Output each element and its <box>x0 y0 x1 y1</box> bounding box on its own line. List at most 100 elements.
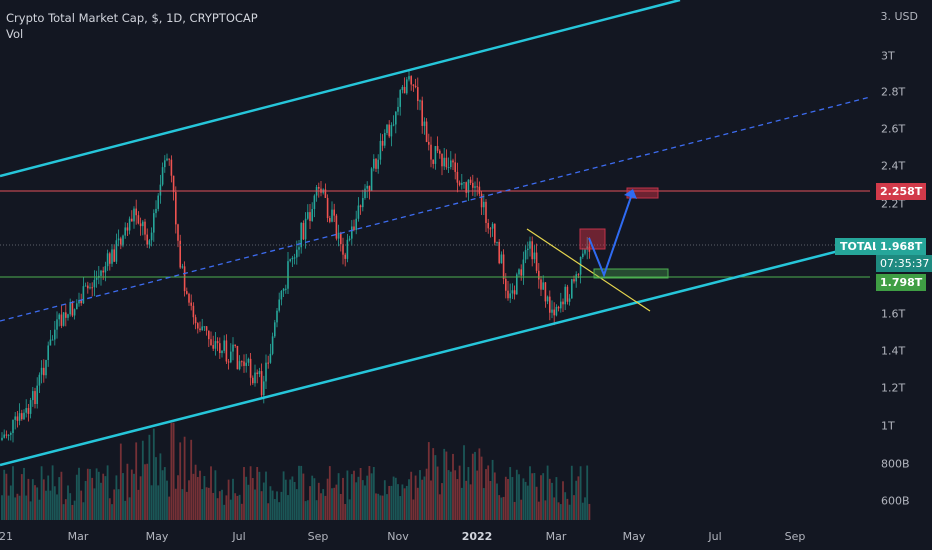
candle-body <box>148 240 151 245</box>
bar-countdown-badge: 07:35:37 <box>876 255 932 272</box>
volume-bar <box>452 453 454 520</box>
volume-bar <box>236 495 239 520</box>
candle-body <box>10 432 12 435</box>
volume-bar <box>269 486 272 520</box>
volume-bar <box>584 497 586 520</box>
candle-body <box>91 287 93 289</box>
volume-bar <box>172 422 175 520</box>
candle-body <box>214 341 217 349</box>
candle-body <box>447 166 450 168</box>
volume-bar <box>245 476 248 520</box>
volume-bar <box>282 471 285 520</box>
volume-bar <box>456 479 459 520</box>
candle-body <box>326 197 329 219</box>
candle-body <box>304 218 307 240</box>
volume-bar <box>478 448 481 520</box>
volume-bar <box>47 475 50 520</box>
candle-body <box>175 192 177 225</box>
candle-body <box>579 256 582 275</box>
volume-bar <box>100 482 102 520</box>
symbol-badge[interactable]: TOTAL <box>835 238 885 255</box>
volume-bar <box>117 489 120 520</box>
volume-bar <box>3 469 6 520</box>
volume-bar <box>386 494 388 520</box>
candle-body <box>384 132 386 146</box>
volume-bar <box>232 478 234 520</box>
volume-bar <box>31 479 34 520</box>
candle-body <box>535 252 538 271</box>
volume-bar <box>53 486 56 520</box>
candle-body <box>425 121 428 142</box>
candle-body <box>582 253 584 257</box>
candle-body <box>124 227 126 236</box>
candle-body <box>120 238 122 246</box>
candle-body <box>51 339 54 341</box>
channel-midline[interactable] <box>0 96 871 322</box>
volume-bar <box>326 478 329 520</box>
volume-bar <box>423 476 426 520</box>
volume-bar <box>460 487 463 520</box>
y-tick-label: 2.6T <box>881 122 906 136</box>
volume-bar <box>82 502 85 520</box>
volume-bar <box>40 466 43 520</box>
volume-bar <box>383 480 386 520</box>
candle-body <box>454 162 456 172</box>
candle-body <box>353 226 355 231</box>
candle-body <box>219 343 221 354</box>
volume-bar <box>493 472 496 520</box>
candle-body <box>296 249 298 258</box>
y-tick-label: 3T <box>881 49 895 63</box>
y-tick-label: 1.6T <box>881 307 906 321</box>
volume-bar <box>562 481 564 520</box>
volume-bar <box>342 477 344 520</box>
volume-bar <box>124 500 127 520</box>
candle-body <box>362 198 364 208</box>
candle-body <box>401 86 404 91</box>
candle-body <box>126 227 129 231</box>
candle-body <box>300 222 302 248</box>
y-tick-label: 2.2T <box>881 197 906 211</box>
volume-bar <box>575 480 578 520</box>
x-tick-label: Jul <box>232 530 246 543</box>
candle-body <box>243 361 245 366</box>
volume-bar <box>152 428 155 520</box>
candle-body <box>293 257 296 259</box>
chart-title: Crypto Total Market Cap, $, 1D, CRYPTOCA… <box>6 11 258 25</box>
candle-body <box>450 160 452 167</box>
volume-bar <box>359 468 362 520</box>
volume-bar <box>194 464 197 520</box>
candle-body <box>465 182 467 193</box>
support-zone-box[interactable] <box>593 268 669 279</box>
candle-body <box>205 326 208 331</box>
candle-body <box>274 322 276 337</box>
projection-path[interactable] <box>588 190 634 278</box>
candle-body <box>478 186 481 194</box>
x-tick-label: Mar <box>545 530 567 543</box>
volume-bar <box>62 504 65 520</box>
channel-lower-line[interactable] <box>0 241 871 467</box>
volume-bar <box>284 479 287 520</box>
channel-upper-line[interactable] <box>0 0 681 178</box>
volume-bar <box>500 497 503 520</box>
candle-body <box>188 293 190 303</box>
descending-trendline[interactable] <box>526 228 651 312</box>
candle-body <box>307 212 309 219</box>
volume-bar <box>234 493 237 520</box>
volume-bar <box>553 497 556 520</box>
candle-body <box>49 339 52 346</box>
candle-body <box>252 377 254 384</box>
candle-body <box>43 367 45 376</box>
scale-label[interactable]: 3. USD <box>880 10 919 23</box>
volume-bar <box>507 479 509 520</box>
candle-body <box>520 269 522 276</box>
volume-bar <box>463 445 465 520</box>
candle-body <box>128 218 131 231</box>
candle-body <box>373 158 375 169</box>
volume-bar <box>128 497 131 520</box>
volume-bar <box>502 496 505 520</box>
volume-bar <box>570 465 573 520</box>
candle-body <box>469 179 472 183</box>
volume-bar <box>577 476 580 520</box>
candle-body <box>135 208 137 216</box>
